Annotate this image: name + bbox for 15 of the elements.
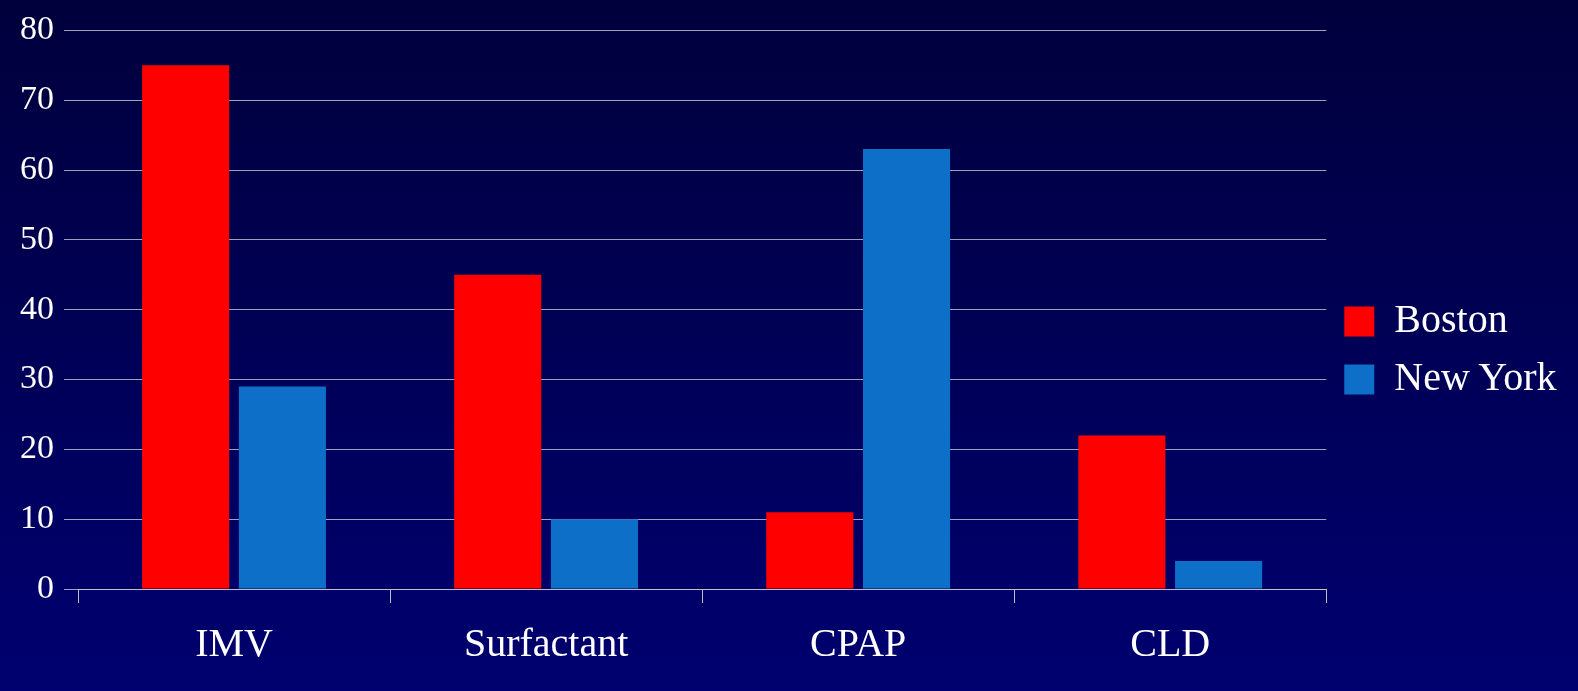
y-tick-label: 30 [20, 358, 54, 396]
legend-label: New York [1394, 354, 1557, 399]
x-tick-label: Surfactant [463, 619, 629, 665]
y-tick-label: 20 [20, 428, 54, 466]
y-tick-label: 10 [20, 498, 54, 536]
y-tick-label: 0 [37, 567, 54, 605]
y-tick-label: 50 [20, 218, 54, 256]
y-tick-label: 60 [20, 148, 54, 186]
y-tick-label: 70 [20, 79, 54, 117]
y-tick-label: 40 [20, 288, 54, 326]
x-tick-label: CPAP [809, 619, 907, 665]
legend-label: Boston [1394, 296, 1508, 341]
y-tick-label: 80 [20, 9, 54, 47]
x-tick-label: IMV [195, 619, 274, 665]
x-tick-label: CLD [1130, 619, 1211, 665]
